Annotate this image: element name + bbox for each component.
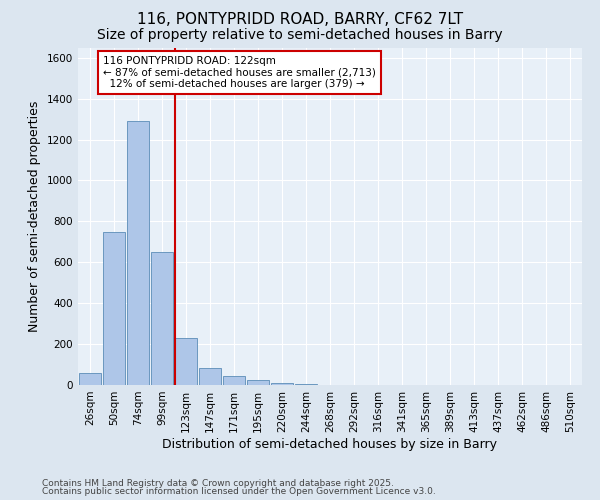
Bar (223, 376, 245, 385)
Y-axis label: Number of semi-detached properties: Number of semi-detached properties (28, 100, 41, 332)
Bar (175, 338, 197, 385)
Text: 116 PONTYPRIDD ROAD: 122sqm
← 87% of semi-detached houses are smaller (2,713)
  : 116 PONTYPRIDD ROAD: 122sqm ← 87% of sem… (103, 56, 376, 89)
X-axis label: Distribution of semi-detached houses by size in Barry: Distribution of semi-detached houses by … (163, 438, 497, 450)
Bar (127, 121, 149, 385)
Text: Size of property relative to semi-detached houses in Barry: Size of property relative to semi-detach… (97, 28, 503, 42)
Bar (103, 232, 125, 385)
Bar (271, 383, 293, 385)
Text: Contains HM Land Registry data © Crown copyright and database right 2025.: Contains HM Land Registry data © Crown c… (42, 478, 394, 488)
Bar (295, 384, 317, 385)
Bar (247, 380, 269, 385)
Bar (79, 372, 101, 385)
Bar (199, 368, 221, 385)
Bar (151, 252, 173, 385)
Text: 116, PONTYPRIDD ROAD, BARRY, CF62 7LT: 116, PONTYPRIDD ROAD, BARRY, CF62 7LT (137, 12, 463, 28)
Text: Contains public sector information licensed under the Open Government Licence v3: Contains public sector information licen… (42, 487, 436, 496)
